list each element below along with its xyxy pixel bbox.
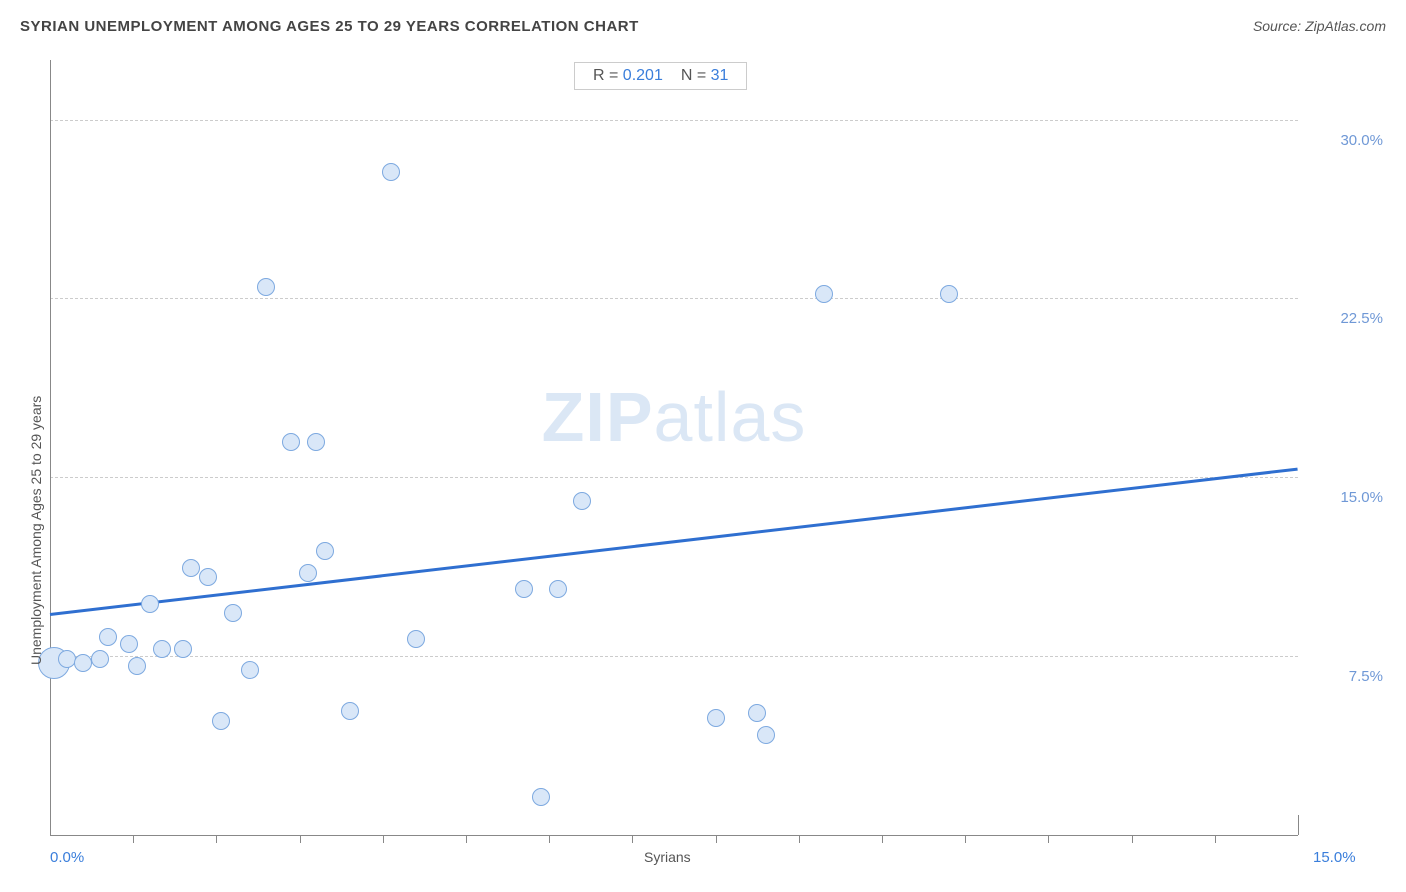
stats-box: R = 0.201 N = 31 xyxy=(574,62,747,90)
data-point xyxy=(174,640,192,658)
x-axis-label: Syrians xyxy=(644,849,691,865)
source-name: ZipAtlas.com xyxy=(1305,18,1386,34)
y-tick-label: 30.0% xyxy=(1313,132,1383,149)
y-axis-line xyxy=(50,60,51,835)
data-point xyxy=(757,726,775,744)
x-tick xyxy=(799,835,800,843)
data-point xyxy=(224,604,242,622)
data-point xyxy=(341,702,359,720)
gridline xyxy=(50,120,1298,121)
x-origin-label: 0.0% xyxy=(50,849,84,866)
data-point xyxy=(573,492,591,510)
data-point xyxy=(307,433,325,451)
gridline xyxy=(50,477,1298,478)
data-point xyxy=(241,661,259,679)
y-axis-label: Unemployment Among Ages 25 to 29 years xyxy=(28,395,44,664)
trend-line xyxy=(50,468,1298,616)
data-point xyxy=(199,568,217,586)
x-tick xyxy=(965,835,966,843)
data-point xyxy=(257,278,275,296)
data-point xyxy=(153,640,171,658)
x-tick xyxy=(133,835,134,843)
x-tick xyxy=(466,835,467,843)
gridline xyxy=(50,298,1298,299)
x-max-label: 15.0% xyxy=(1313,849,1356,866)
data-point xyxy=(282,433,300,451)
chart-container: ZIPatlas7.5%15.0%22.5%30.0% Unemployment… xyxy=(0,50,1406,892)
data-point xyxy=(532,788,550,806)
data-point xyxy=(182,559,200,577)
data-point xyxy=(382,163,400,181)
data-point xyxy=(815,285,833,303)
data-point xyxy=(707,709,725,727)
data-point xyxy=(91,650,109,668)
data-point xyxy=(120,635,138,653)
data-point xyxy=(407,630,425,648)
data-point xyxy=(99,628,117,646)
data-point xyxy=(58,650,76,668)
x-tick xyxy=(716,835,717,843)
x-tick xyxy=(882,835,883,843)
y-tick-label: 15.0% xyxy=(1313,489,1383,506)
data-point xyxy=(128,657,146,675)
plot-right-edge xyxy=(1298,815,1299,835)
plot-area: ZIPatlas7.5%15.0%22.5%30.0% xyxy=(50,60,1298,835)
data-point xyxy=(549,580,567,598)
data-point xyxy=(74,654,92,672)
data-point xyxy=(515,580,533,598)
x-tick xyxy=(1048,835,1049,843)
source-attribution: Source: ZipAtlas.com xyxy=(1253,18,1386,34)
x-tick xyxy=(216,835,217,843)
source-prefix: Source: xyxy=(1253,18,1305,34)
data-point xyxy=(316,542,334,560)
r-label: R = xyxy=(593,67,623,84)
y-tick-label: 22.5% xyxy=(1313,310,1383,327)
data-point xyxy=(940,285,958,303)
data-point xyxy=(748,704,766,722)
n-stat: N = 31 xyxy=(681,67,729,85)
watermark: ZIPatlas xyxy=(542,377,807,457)
data-point xyxy=(299,564,317,582)
x-axis-line xyxy=(50,835,1298,836)
data-point xyxy=(212,712,230,730)
chart-title: SYRIAN UNEMPLOYMENT AMONG AGES 25 TO 29 … xyxy=(20,18,639,35)
r-stat: R = 0.201 xyxy=(593,67,663,85)
x-tick xyxy=(549,835,550,843)
x-tick xyxy=(1215,835,1216,843)
gridline xyxy=(50,656,1298,657)
data-point xyxy=(141,595,159,613)
y-tick-label: 7.5% xyxy=(1313,668,1383,685)
x-tick xyxy=(300,835,301,843)
x-tick xyxy=(383,835,384,843)
n-label: N = xyxy=(681,67,711,84)
r-value: 0.201 xyxy=(623,67,663,84)
n-value: 31 xyxy=(711,67,729,84)
x-tick xyxy=(1132,835,1133,843)
x-tick xyxy=(632,835,633,843)
